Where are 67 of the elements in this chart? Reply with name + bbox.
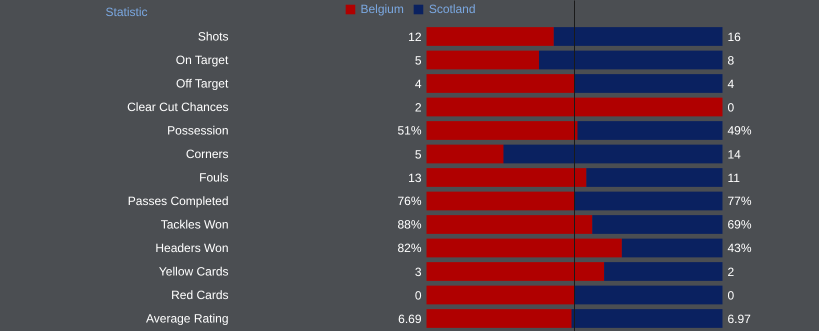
y-tick-label: Tackles Won xyxy=(160,218,229,232)
bar xyxy=(622,238,722,258)
bar xyxy=(426,262,604,281)
text: 43% xyxy=(728,241,752,255)
legend-label: Belgium xyxy=(360,2,404,16)
text: 0 xyxy=(414,288,422,302)
text: 3 xyxy=(414,265,422,279)
bar xyxy=(426,121,578,140)
y-tick-label: Headers Won xyxy=(155,241,229,255)
text: 77% xyxy=(728,194,752,208)
bar xyxy=(426,168,586,187)
text: 69% xyxy=(728,218,752,232)
bar xyxy=(426,215,592,234)
text: 5 xyxy=(414,148,422,162)
bar xyxy=(538,50,722,70)
y-tick-label: Average Rating xyxy=(146,312,228,326)
legend-label: Scotland xyxy=(428,2,476,16)
text: 12 xyxy=(408,30,422,44)
bar xyxy=(554,27,722,46)
bar xyxy=(426,27,554,46)
text: 49% xyxy=(728,124,752,138)
y-tick-label: Passes Completed xyxy=(128,194,228,208)
y-tick-label: On Target xyxy=(176,53,229,67)
y-tick-label: Fouls xyxy=(199,170,228,184)
y-tick-label: Possession xyxy=(167,124,229,138)
text: Statistic xyxy=(105,4,148,19)
bar xyxy=(574,286,722,304)
text: 6.97 xyxy=(728,312,752,326)
bar xyxy=(426,286,574,304)
bar xyxy=(604,262,722,281)
text: 51% xyxy=(397,124,422,138)
text: 0 xyxy=(728,288,734,302)
bar xyxy=(574,192,722,210)
text: 0 xyxy=(728,100,734,114)
bar xyxy=(426,144,504,164)
text: 4 xyxy=(414,77,422,91)
text: 82% xyxy=(397,241,422,255)
text: 8 xyxy=(728,54,734,68)
bar xyxy=(426,238,622,258)
bar xyxy=(577,121,722,140)
text: 11 xyxy=(728,171,740,185)
bar xyxy=(503,144,722,164)
text: 4 xyxy=(728,77,734,91)
text: 5 xyxy=(414,54,422,68)
bar xyxy=(572,309,722,328)
text: 16 xyxy=(728,30,742,44)
y-tick-label: Off Target xyxy=(176,76,229,90)
text: 13 xyxy=(408,171,422,185)
y-tick-label: Red Cards xyxy=(171,288,228,302)
y-tick-label: Corners xyxy=(186,147,229,161)
text: 2 xyxy=(728,265,734,279)
text: 2 xyxy=(414,100,422,114)
y-tick-label: Clear Cut Chances xyxy=(127,100,229,114)
bar xyxy=(574,74,722,93)
bar xyxy=(426,50,539,70)
y-tick-label: Shots xyxy=(198,30,228,44)
y-tick-label: Yellow Cards xyxy=(158,264,228,278)
bar xyxy=(592,215,722,234)
text: 76% xyxy=(397,194,422,208)
bar xyxy=(426,98,722,116)
bar xyxy=(586,168,722,187)
bar xyxy=(426,309,572,328)
bar xyxy=(426,192,574,210)
text: 14 xyxy=(728,148,742,162)
text: 88% xyxy=(397,218,422,232)
text: 6.69 xyxy=(398,312,422,326)
bar xyxy=(426,74,574,93)
